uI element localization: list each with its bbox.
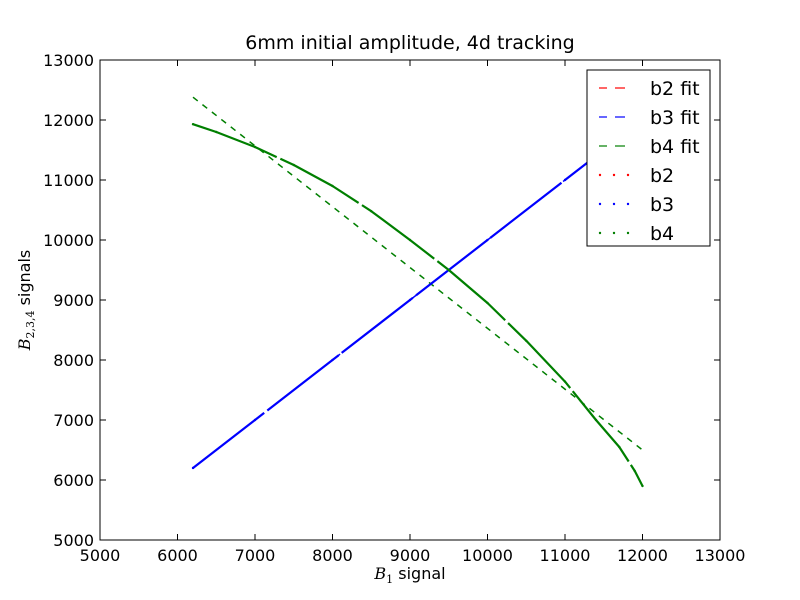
legend-label: b2 <box>650 165 674 187</box>
axis-ticks: 5000 6000 7000 8000 9000 10000 11000 12000 13000… <box>43 51 745 565</box>
data-point-b4 <box>641 484 644 488</box>
legend-swatch <box>598 173 602 177</box>
y-tick-label: 6000 <box>53 471 94 490</box>
y-tick-label: 9000 <box>53 291 94 310</box>
legend-swatch <box>598 231 602 235</box>
legend-item-b2: b2 <box>598 165 674 187</box>
x-tick-label: 5000 <box>80 546 121 565</box>
x-axis-label: B1 signal <box>373 564 445 586</box>
legend-label: b2 fit <box>650 78 700 100</box>
data-point-b4 <box>633 469 636 473</box>
legend-box <box>586 69 711 247</box>
y-tick-label: 11000 <box>43 171 94 190</box>
y-tick-label: 7000 <box>53 411 94 430</box>
x-tick-label: 10000 <box>462 546 513 565</box>
data-point-b4 <box>618 445 621 449</box>
data-point-b4 <box>331 184 334 188</box>
y-tick-label: 10000 <box>43 231 94 250</box>
data-point-b4 <box>563 380 567 383</box>
legend-swatch <box>612 173 616 177</box>
x-tick-label: 6000 <box>157 546 198 565</box>
legend-swatch <box>598 202 602 206</box>
plot-area <box>191 96 644 488</box>
legend-label: b3 fit <box>650 107 700 129</box>
y-tick-label: 8000 <box>53 351 94 370</box>
y-tick-label: 13000 <box>43 51 94 70</box>
legend-swatch <box>612 202 616 206</box>
data-point-b4 <box>292 163 295 167</box>
legend-item-b4-fit: b4 fit <box>599 136 700 158</box>
legend-swatch <box>626 173 630 177</box>
chart-title: 6mm initial amplitude, 4d tracking <box>245 32 574 54</box>
data-point-b4 <box>486 301 489 305</box>
series-line-b3 <box>192 155 597 469</box>
legend-item-b4: b4 <box>598 223 674 245</box>
data-point-b4 <box>447 268 450 272</box>
data-point-b4 <box>594 418 598 422</box>
legend-item-b2-fit: b2 fit <box>599 78 700 100</box>
data-point-b3 <box>253 418 257 422</box>
x-tick-label: 12000 <box>617 546 668 565</box>
legend-label: b4 fit <box>650 136 700 158</box>
y-tick-label: 12000 <box>43 111 94 130</box>
series-line-b4 <box>192 123 644 487</box>
data-point-b3 <box>486 238 489 242</box>
data-point-b3 <box>331 358 334 362</box>
data-point-b4 <box>370 210 373 213</box>
y-tick-label: 5000 <box>53 531 94 550</box>
legend: b2 fit b3 fit b4 fit b2 b3 b4 <box>586 69 711 247</box>
data-point-b4 <box>253 145 257 149</box>
data-point-b3 <box>408 298 412 302</box>
y-axis-label: B2,3,4 signals <box>15 250 37 352</box>
data-point-b4 <box>408 238 412 242</box>
legend-swatch <box>626 202 630 206</box>
data-point-b4 <box>191 123 195 126</box>
data-point-b4 <box>215 130 218 134</box>
legend-swatch <box>626 231 630 235</box>
legend-label: b4 <box>650 223 674 245</box>
legend-item-b3: b3 <box>598 194 674 216</box>
x-tick-label: 9000 <box>390 546 431 565</box>
legend-item-b3-fit: b3 fit <box>599 107 700 129</box>
data-point-b3 <box>563 178 567 182</box>
x-tick-label: 7000 <box>235 546 276 565</box>
data-point-b3 <box>191 466 195 470</box>
x-tick-label: 11000 <box>540 546 591 565</box>
legend-label: b3 <box>650 194 674 216</box>
data-point-b4 <box>525 339 528 342</box>
x-tick-label: 13000 <box>695 546 746 565</box>
legend-swatch <box>612 231 616 235</box>
x-tick-label: 8000 <box>312 546 353 565</box>
